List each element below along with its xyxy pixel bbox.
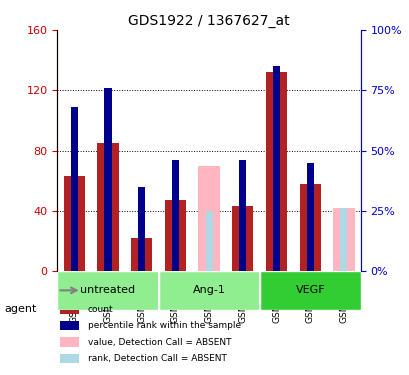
FancyBboxPatch shape	[57, 271, 158, 310]
Bar	[60, 305, 79, 314]
Bar	[104, 88, 111, 271]
Bar	[97, 143, 118, 271]
Text: agent: agent	[4, 304, 36, 314]
Bar	[70, 107, 78, 271]
Bar	[306, 163, 313, 271]
Bar	[131, 238, 152, 271]
Text: count: count	[88, 305, 113, 314]
Title: GDS1922 / 1367627_at: GDS1922 / 1367627_at	[128, 13, 289, 28]
Bar	[138, 187, 145, 271]
Bar	[272, 66, 279, 271]
Text: percentile rank within the sample: percentile rank within the sample	[88, 321, 240, 330]
Text: untreated: untreated	[80, 285, 135, 296]
Bar	[299, 184, 320, 271]
Bar	[239, 160, 246, 271]
Bar	[265, 72, 286, 271]
Bar	[63, 176, 85, 271]
Bar	[205, 211, 212, 271]
Text: value, Detection Call = ABSENT: value, Detection Call = ABSENT	[88, 338, 231, 346]
Bar	[60, 321, 79, 330]
Bar	[171, 160, 178, 271]
Bar	[60, 354, 79, 363]
Bar	[60, 338, 79, 346]
Bar	[164, 200, 186, 271]
Bar	[333, 208, 354, 271]
Bar	[339, 209, 347, 271]
Text: VEGF: VEGF	[295, 285, 324, 296]
Bar	[231, 206, 253, 271]
FancyBboxPatch shape	[259, 271, 360, 310]
Text: Ang-1: Ang-1	[192, 285, 225, 296]
Text: rank, Detection Call = ABSENT: rank, Detection Call = ABSENT	[88, 354, 226, 363]
Bar	[198, 166, 219, 271]
FancyBboxPatch shape	[158, 271, 259, 310]
